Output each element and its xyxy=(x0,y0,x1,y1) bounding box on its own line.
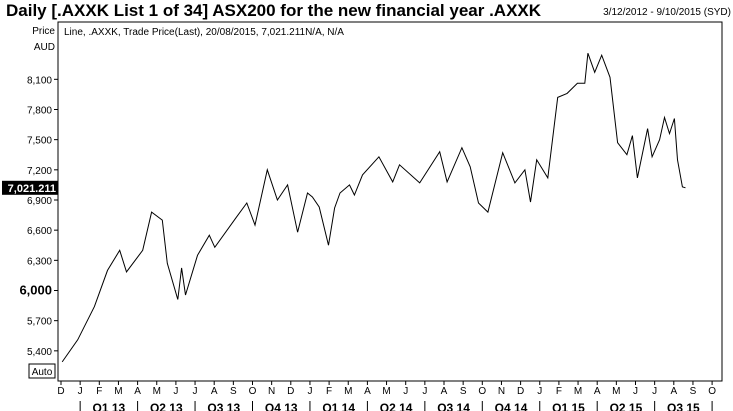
x-month-label: A xyxy=(134,386,141,397)
x-quarter-label: Q2 15 xyxy=(610,401,643,411)
chart-title: Daily [.AXXK List 1 of 34] ASX200 for th… xyxy=(6,1,542,20)
x-month-label: F xyxy=(556,386,562,397)
x-month-label: O xyxy=(708,386,716,397)
x-quarter-label: Q4 14 xyxy=(495,401,528,411)
y-tick-label: 7,200 xyxy=(27,166,52,177)
x-quarter-label: Q1 15 xyxy=(552,401,585,411)
x-month-label: A xyxy=(364,386,371,397)
current-value-marker xyxy=(2,180,58,195)
x-month-label: O xyxy=(249,386,257,397)
plot-area xyxy=(57,21,723,382)
x-quarter-label: Q4 13 xyxy=(265,401,298,411)
x-month-label: S xyxy=(460,386,467,397)
x-quarter-label: Q1 14 xyxy=(322,401,355,411)
x-month-label: M xyxy=(153,386,161,397)
x-month-label: F xyxy=(326,386,332,397)
x-month-label: D xyxy=(517,386,524,397)
x-month-label: J xyxy=(422,386,427,397)
x-quarter-label: Q3 15 xyxy=(667,401,700,411)
x-quarter-label: Q2 13 xyxy=(150,401,183,411)
y-axis-label-price: Price xyxy=(32,26,55,37)
x-month-label: J xyxy=(78,386,83,397)
x-month-label: O xyxy=(478,386,486,397)
y-tick-label: 5,700 xyxy=(27,317,52,328)
x-month-label: J xyxy=(173,386,178,397)
x-month-label: S xyxy=(690,386,697,397)
x-month-label: M xyxy=(344,386,352,397)
x-month-label: A xyxy=(670,386,677,397)
y-tick-label: 7,500 xyxy=(27,136,52,147)
x-quarter-label: Q3 14 xyxy=(437,401,470,411)
x-month-label: J xyxy=(537,386,542,397)
x-month-label: M xyxy=(114,386,122,397)
auto-scale-button-label[interactable]: Auto xyxy=(32,367,53,378)
x-month-label: J xyxy=(403,386,408,397)
y-tick-label: 6,600 xyxy=(27,226,52,237)
legend-text: Line, .AXXK, Trade Price(Last), 20/08/20… xyxy=(64,27,344,38)
date-range: 3/12/2012 - 9/10/2015 (SYD) xyxy=(603,7,731,18)
y-tick-label: 6,900 xyxy=(27,196,52,207)
x-month-label: A xyxy=(211,386,218,397)
x-month-label: M xyxy=(382,386,390,397)
x-month-label: J xyxy=(193,386,198,397)
x-quarter-label: Q3 13 xyxy=(207,401,240,411)
x-month-label: J xyxy=(652,386,657,397)
auto-scale-button[interactable] xyxy=(28,363,56,379)
y-tick-label: 7,800 xyxy=(27,105,52,116)
x-month-label: J xyxy=(633,386,638,397)
x-quarter-label: Q2 14 xyxy=(380,401,413,411)
x-month-label: M xyxy=(574,386,582,397)
y-tick-label: 8,100 xyxy=(27,75,52,86)
x-month-label: M xyxy=(612,386,620,397)
x-month-label: N xyxy=(498,386,505,397)
x-month-label: D xyxy=(287,386,294,397)
y-tick-label: 5,400 xyxy=(27,347,52,358)
price-line xyxy=(61,53,686,363)
y-axis-label-currency: AUD xyxy=(34,42,55,53)
current-value-label: 7,021.211 xyxy=(8,183,56,195)
y-tick-label: 6,000 xyxy=(19,282,52,297)
y-tick-label: 6,300 xyxy=(27,256,52,267)
x-month-label: J xyxy=(307,386,312,397)
x-month-label: F xyxy=(96,386,102,397)
x-quarter-label: Q1 13 xyxy=(93,401,126,411)
x-month-label: A xyxy=(441,386,448,397)
x-month-label: D xyxy=(57,386,64,397)
x-month-label: A xyxy=(594,386,601,397)
x-month-label: S xyxy=(230,386,237,397)
x-month-label: N xyxy=(268,386,275,397)
